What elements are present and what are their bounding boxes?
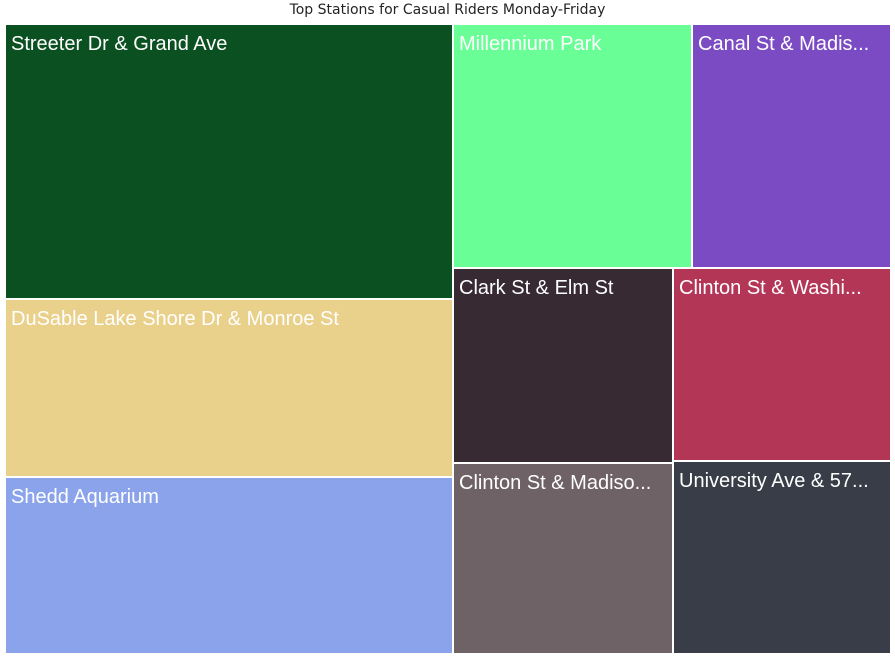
tile-label: Millennium Park [459, 33, 602, 55]
tile-streeter-dr-grand-ave[interactable]: Streeter Dr & Grand Ave [5, 24, 453, 299]
tile-clinton-st-washington[interactable]: Clinton St & Washi... [673, 268, 891, 461]
tile-university-ave-57th[interactable]: University Ave & 57... [673, 461, 891, 654]
tile-label: University Ave & 57... [679, 470, 869, 492]
tile-label: Clark St & Elm St [459, 277, 614, 299]
tile-dusable-lake-shore-dr-monroe-st[interactable]: DuSable Lake Shore Dr & Monroe St [5, 299, 453, 477]
tile-label: Clinton St & Madiso... [459, 472, 652, 494]
tile-clark-st-elm-st[interactable]: Clark St & Elm St [453, 268, 673, 463]
tile-label: DuSable Lake Shore Dr & Monroe St [11, 308, 339, 330]
tile-label: Canal St & Madis... [698, 33, 870, 55]
tile-shedd-aquarium[interactable]: Shedd Aquarium [5, 477, 453, 654]
tile-label: Clinton St & Washi... [679, 277, 862, 299]
tile-canal-st-madison[interactable]: Canal St & Madis... [692, 24, 891, 268]
tile-clinton-st-madison[interactable]: Clinton St & Madiso... [453, 463, 673, 654]
tile-label: Streeter Dr & Grand Ave [11, 33, 228, 55]
chart-title: Top Stations for Casual Riders Monday-Fr… [289, 2, 606, 18]
tile-millennium-park[interactable]: Millennium Park [453, 24, 692, 268]
tile-label: Shedd Aquarium [11, 486, 159, 508]
